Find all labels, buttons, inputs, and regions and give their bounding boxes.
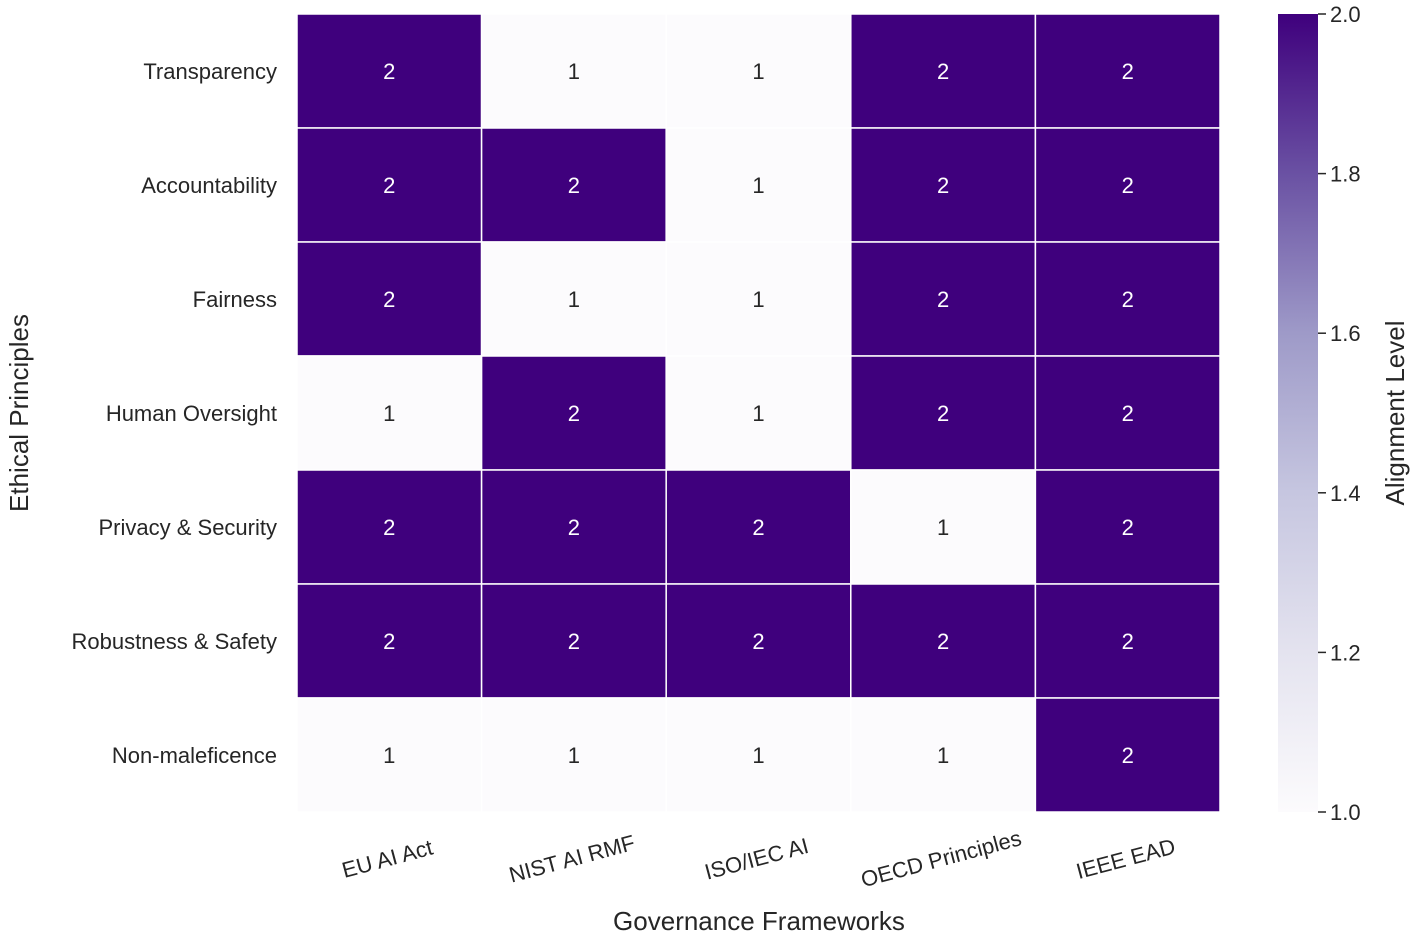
cell-value-label: 1 [752,743,764,768]
cell-value-label: 2 [568,515,580,540]
colorbar-tick-label: 1.0 [1330,800,1361,825]
cell-value-label: 1 [568,287,580,312]
column-tick-label: ISO/IEC AI [702,833,811,885]
cell-value-label: 1 [568,743,580,768]
x-axis-label: Governance Frameworks [613,906,905,936]
heatmap-cell [480,583,667,699]
colorbar-tick-label: 2.0 [1330,2,1361,27]
column-tick-label: EU AI Act [339,835,435,883]
heatmap-cell [1034,469,1221,585]
cell-value-label: 2 [1122,401,1134,426]
cell-value-label: 2 [937,287,949,312]
heatmap-cell [665,355,852,471]
cell-value-label: 1 [752,59,764,84]
row-tick-label: Fairness [193,287,277,312]
column-tick-label: NIST AI RMF [506,830,637,888]
cell-value-label: 1 [383,401,395,426]
cell-value-label: 1 [752,401,764,426]
cell-value-label: 2 [1122,59,1134,84]
cell-value-label: 2 [937,59,949,84]
heatmap-cell [296,469,483,585]
heatmap-cell [850,697,1037,813]
cell-value-label: 2 [383,59,395,84]
colorbar-label: Alignment Level [1380,321,1410,506]
colorbar-gradient [1278,14,1318,812]
cell-value-label: 2 [1122,515,1134,540]
cell-value-label: 2 [937,173,949,198]
row-tick-label: Robustness & Safety [72,629,277,654]
colorbar-tick-label: 1.2 [1330,640,1361,665]
column-tick-label: IEEE EAD [1074,834,1178,884]
y-axis-label: Ethical Principles [4,314,34,512]
row-tick-label: Accountability [141,173,277,198]
heatmap-cell [1034,697,1221,813]
colorbar-ticks: 1.0 1.2 1.4 1.6 1.8 2.0 [1318,2,1361,825]
cell-value-labels: 2 1 1 2 2 2 2 1 2 2 2 1 1 2 2 1 2 1 2 2 2 2 2 1 2 2 2 2 2 2 1 1 1 1 2 [383,59,1134,768]
colorbar-tick-label: 1.8 [1330,162,1361,187]
heatmap-cell [850,13,1037,129]
heatmap-cell [1034,583,1221,699]
cell-value-label: 2 [1122,173,1134,198]
cell-value-label: 1 [752,173,764,198]
heatmap-cell [665,241,852,357]
heatmap-cell [1034,355,1221,471]
cell-value-label: 2 [937,629,949,654]
cell-value-label: 2 [1122,287,1134,312]
row-tick-label: Non-maleficence [112,743,277,768]
heatmap-cell [665,13,852,129]
cell-value-label: 2 [752,515,764,540]
cell-value-label: 2 [568,173,580,198]
heatmap-cell [296,697,483,813]
heatmap-cell [480,469,667,585]
heatmap-cell [480,13,667,129]
cell-value-label: 1 [752,287,764,312]
heatmap-cell [1034,241,1221,357]
cell-value-label: 1 [937,743,949,768]
row-tick-label: Transparency [143,59,277,84]
heatmap-cell [1034,13,1221,129]
heatmap-cells [296,13,1221,813]
cell-value-label: 2 [383,173,395,198]
heatmap-cell [296,355,483,471]
column-tick-labels: EU AI Act NIST AI RMF ISO/IEC AI OECD Princ… [339,825,1178,892]
heatmap-cell [850,355,1037,471]
heatmap-cell [480,241,667,357]
heatmap-cell [665,583,852,699]
heatmap-cell [296,127,483,243]
cell-value-label: 1 [383,743,395,768]
row-tick-label: Privacy & Security [99,515,278,540]
heatmap-cell [850,241,1037,357]
cell-value-label: 2 [383,515,395,540]
column-tick-label: OECD Principles [858,825,1024,892]
heatmap-cell [296,13,483,129]
heatmap-cell [1034,127,1221,243]
cell-value-label: 2 [568,629,580,654]
colorbar [1278,14,1318,812]
colorbar-tick-label: 1.4 [1330,481,1361,506]
row-tick-label: Human Oversight [106,401,277,426]
heatmap-cell [665,127,852,243]
cell-value-label: 2 [568,401,580,426]
cell-value-label: 2 [1122,743,1134,768]
cell-value-label: 1 [568,59,580,84]
cell-value-label: 2 [383,629,395,654]
cell-value-label: 2 [1122,629,1134,654]
cell-value-label: 2 [937,401,949,426]
cell-value-label: 1 [937,515,949,540]
cell-value-label: 2 [752,629,764,654]
cell-value-label: 2 [383,287,395,312]
heatmap-cell [665,469,852,585]
heatmap-cell [480,355,667,471]
heatmap-cell [850,583,1037,699]
colorbar-tick-label: 1.6 [1330,321,1361,346]
row-tick-labels: Transparency Accountability Fairness Human … [72,59,277,768]
